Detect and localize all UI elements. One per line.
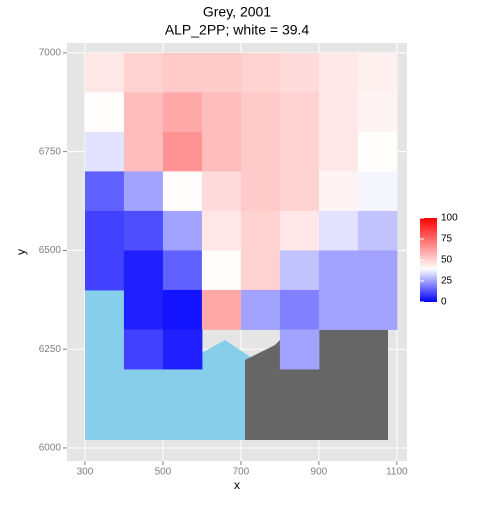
x-axis-label: x: [234, 478, 240, 492]
raster-cell: [84, 171, 125, 212]
chart-title: Grey, 2001: [203, 4, 271, 20]
x-tick-label: 700: [233, 467, 250, 478]
raster-cell: [201, 210, 242, 251]
raster-cell: [201, 92, 242, 133]
raster-cell: [84, 92, 125, 133]
raster-cell: [162, 52, 203, 93]
raster-cell: [318, 92, 359, 133]
x-tick-label: 900: [311, 467, 328, 478]
raster-cell: [240, 289, 281, 330]
raster-cell: [162, 329, 203, 370]
raster-cell: [240, 171, 281, 212]
raster-cell: [201, 250, 242, 291]
raster-cell: [357, 92, 398, 133]
x-tick-label: 500: [155, 467, 172, 478]
raster-cell: [240, 250, 281, 291]
colorbar-tick-label: 50: [441, 255, 453, 266]
raster-cell: [318, 250, 359, 291]
y-tick-label: 6000: [39, 443, 62, 454]
raster-cell: [240, 92, 281, 133]
y-tick-label: 6250: [39, 344, 62, 355]
raster-cell: [201, 289, 242, 330]
raster-cell: [357, 250, 398, 291]
chart-subtitle: ALP_2PP; white = 39.4: [165, 22, 310, 38]
y-tick-label: 7000: [39, 48, 62, 59]
raster-cell: [279, 52, 320, 93]
raster-cell: [201, 52, 242, 93]
raster-cell: [84, 210, 125, 251]
raster-cell: [279, 329, 320, 370]
raster-cell: [84, 131, 125, 172]
raster-cell: [357, 210, 398, 251]
raster-cell: [162, 250, 203, 291]
raster-cell: [123, 92, 164, 133]
raster-cell: [279, 210, 320, 251]
x-tick-label: 1100: [386, 467, 408, 478]
raster-cell: [357, 131, 398, 172]
land: [245, 170, 388, 440]
raster-cell: [162, 92, 203, 133]
raster-cell: [123, 250, 164, 291]
y-tick-label: 6500: [39, 245, 62, 256]
raster-cell: [162, 171, 203, 212]
raster-cell: [318, 289, 359, 330]
raster-cell: [123, 131, 164, 172]
raster-cell: [318, 131, 359, 172]
raster-cell: [318, 52, 359, 93]
colorbar-tick-label: 75: [441, 234, 453, 245]
raster-cell: [123, 210, 164, 251]
raster-cell: [84, 250, 125, 291]
raster-cell: [279, 250, 320, 291]
raster-cell: [279, 131, 320, 172]
raster-cell: [357, 52, 398, 93]
colorbar-tick-label: 100: [441, 213, 458, 224]
x-tick-label: 300: [77, 467, 94, 478]
raster-cell: [162, 210, 203, 251]
y-axis-label: y: [14, 249, 28, 255]
raster-cell: [279, 92, 320, 133]
raster-cell: [357, 289, 398, 330]
raster-cell: [201, 131, 242, 172]
raster-cell: [357, 171, 398, 212]
raster-cell: [84, 52, 125, 93]
raster-cell: [123, 52, 164, 93]
raster-cell: [279, 171, 320, 212]
colorbar-tick-label: 0: [441, 297, 447, 308]
raster-cell: [123, 171, 164, 212]
raster-cell: [162, 131, 203, 172]
raster-cell: [318, 171, 359, 212]
raster-cell: [123, 289, 164, 330]
raster-cell: [240, 210, 281, 251]
raster-cell: [240, 52, 281, 93]
colorbar-tick-label: 25: [441, 276, 453, 287]
raster-cell: [240, 131, 281, 172]
raster-cell: [279, 289, 320, 330]
raster-cell: [201, 171, 242, 212]
colorbar: [420, 218, 437, 302]
raster-cell: [162, 289, 203, 330]
y-tick-label: 6750: [39, 146, 62, 157]
raster-cell: [123, 329, 164, 370]
raster-cell: [318, 210, 359, 251]
